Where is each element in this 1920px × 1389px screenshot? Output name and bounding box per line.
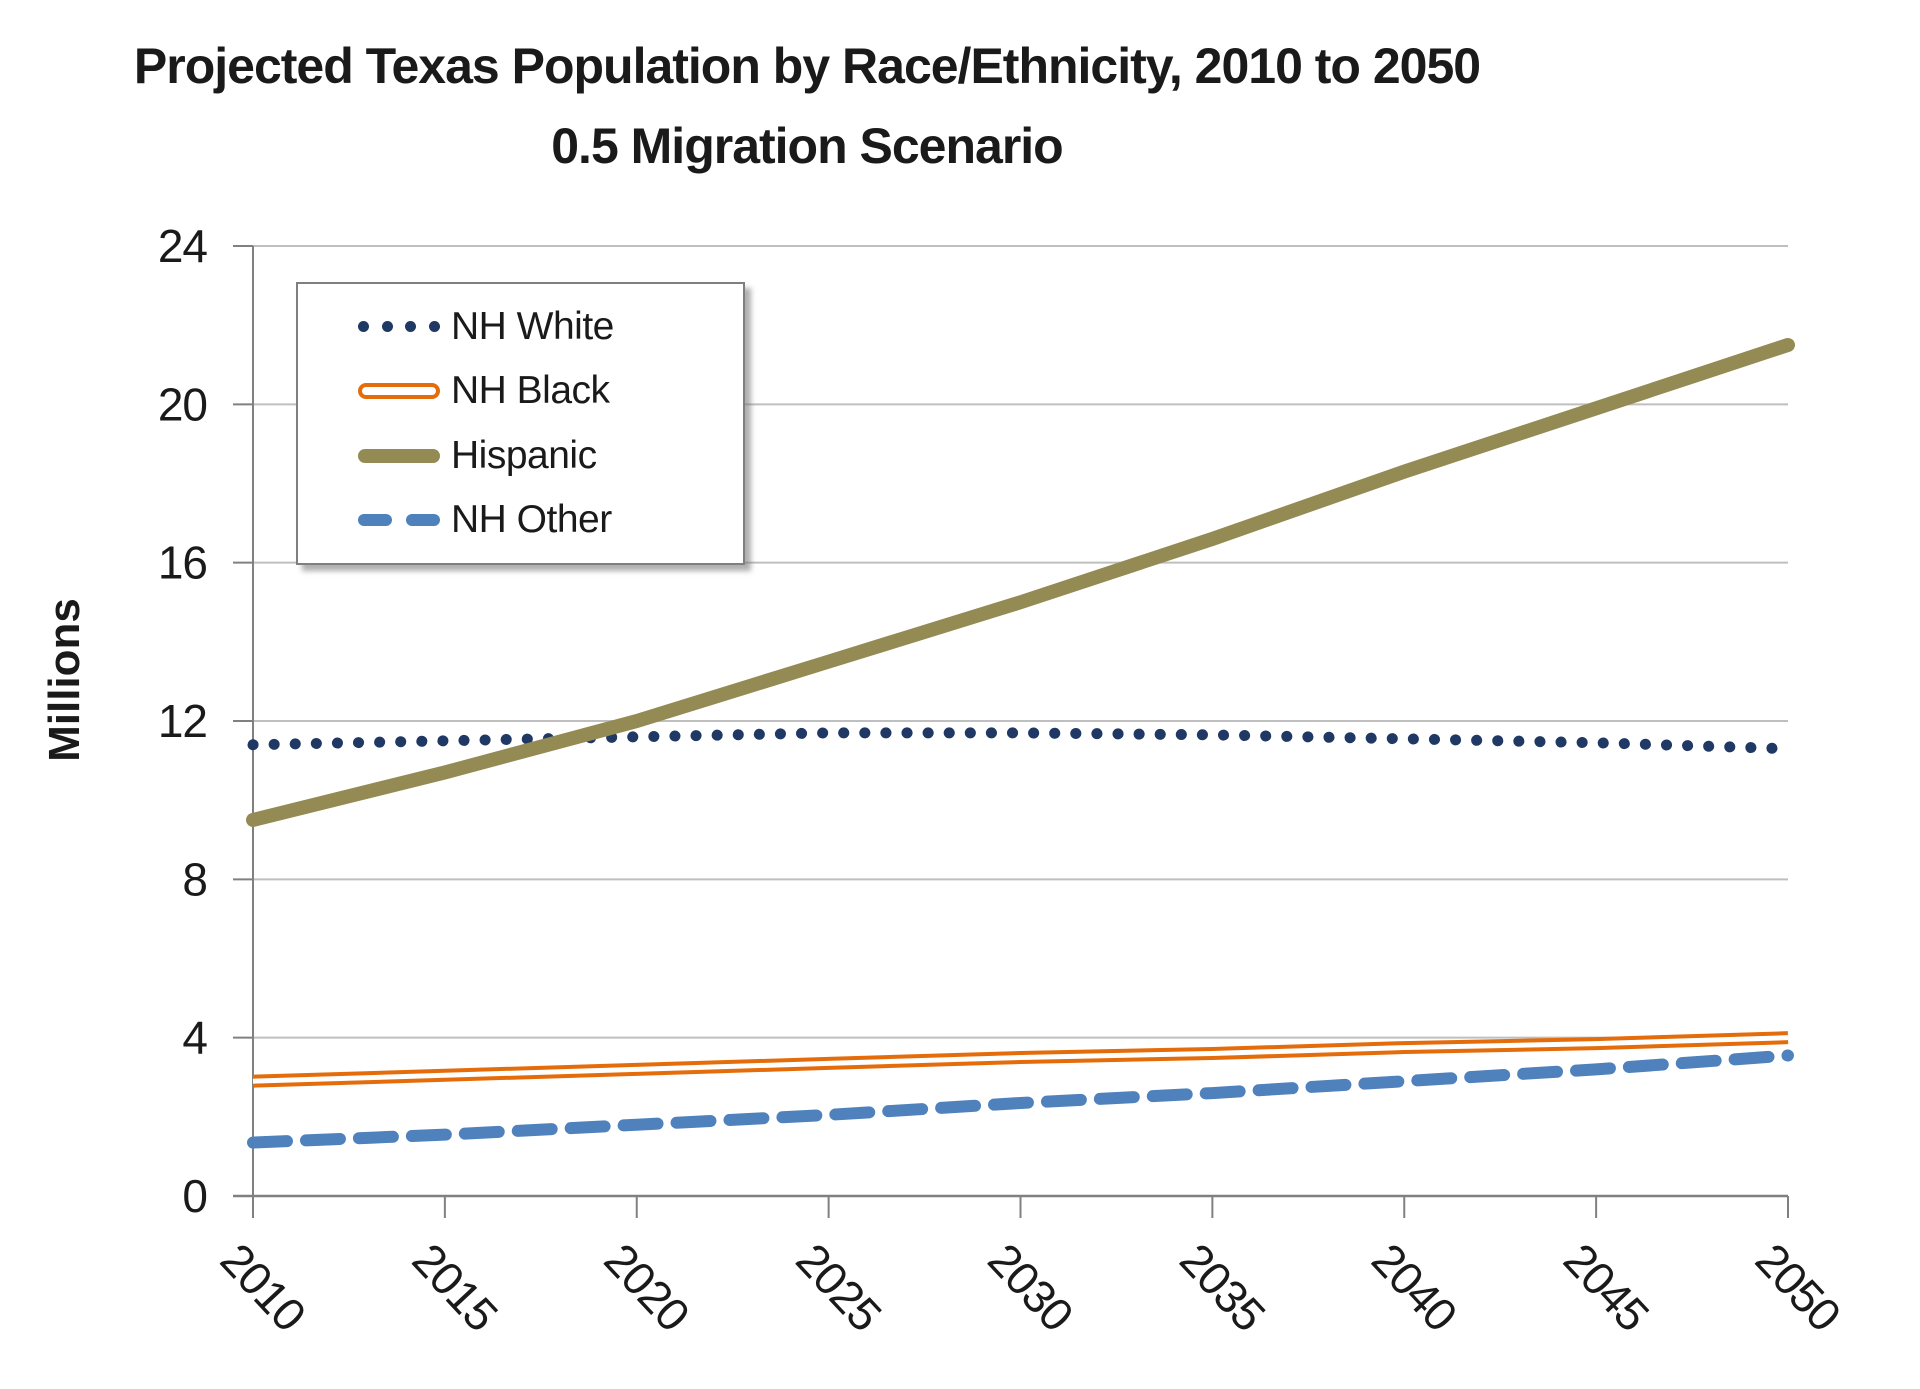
legend: NH White NH Black Hispanic NH Other: [296, 282, 745, 565]
y-tick-label-0: 0: [182, 1170, 207, 1222]
legend-item-nh-white: NH White: [358, 305, 743, 349]
y-tick-label-8: 8: [182, 853, 207, 905]
nh-other-dashed-line-icon: [358, 514, 440, 527]
x-tick-label-2015: 2015: [403, 1233, 508, 1340]
legend-label-nh-black: NH Black: [451, 369, 610, 413]
x-tick-label-2035: 2035: [1170, 1233, 1275, 1340]
hispanic-solid-line-icon: [358, 448, 440, 463]
x-tick-label-2045: 2045: [1554, 1233, 1659, 1340]
x-tick-label-2040: 2040: [1362, 1233, 1467, 1340]
x-tick-label-2050: 2050: [1746, 1233, 1851, 1340]
legend-item-nh-black: NH Black: [358, 369, 743, 413]
legend-label-nh-other: NH Other: [451, 498, 612, 542]
x-tick-label-2025: 2025: [786, 1233, 891, 1340]
chart-title: Projected Texas Population by Race/Ethni…: [0, 26, 1614, 186]
legend-item-nh-other: NH Other: [358, 498, 743, 542]
nh-black-double-line-icon: [358, 383, 440, 400]
x-tick-label-2020: 2020: [594, 1233, 699, 1340]
x-tick-label-2030: 2030: [978, 1233, 1083, 1340]
chart-title-line2: 0.5 Migration Scenario: [551, 118, 1063, 174]
y-axis-title: Millions: [40, 598, 89, 762]
y-tick-label-16: 16: [158, 537, 207, 589]
y-tick-label-20: 20: [158, 378, 207, 430]
chart-title-line1: Projected Texas Population by Race/Ethni…: [133, 38, 1481, 94]
series-line-nh-black-inner: [252, 1035, 1789, 1084]
y-tick-label-24: 24: [158, 220, 208, 272]
nh-white-dotted-line-icon: [358, 321, 440, 333]
x-tick-label-2010: 2010: [211, 1233, 316, 1340]
series-line-hispanic: [246, 337, 1795, 827]
legend-item-hispanic: Hispanic: [358, 434, 743, 478]
series-line-nh-other: [247, 1049, 1794, 1149]
series-line-nh-white: [247, 727, 1794, 755]
y-tick-label-4: 4: [182, 1012, 207, 1064]
legend-label-hispanic: Hispanic: [451, 433, 597, 477]
legend-label-nh-white: NH White: [451, 304, 614, 348]
y-tick-label-12: 12: [158, 695, 207, 747]
